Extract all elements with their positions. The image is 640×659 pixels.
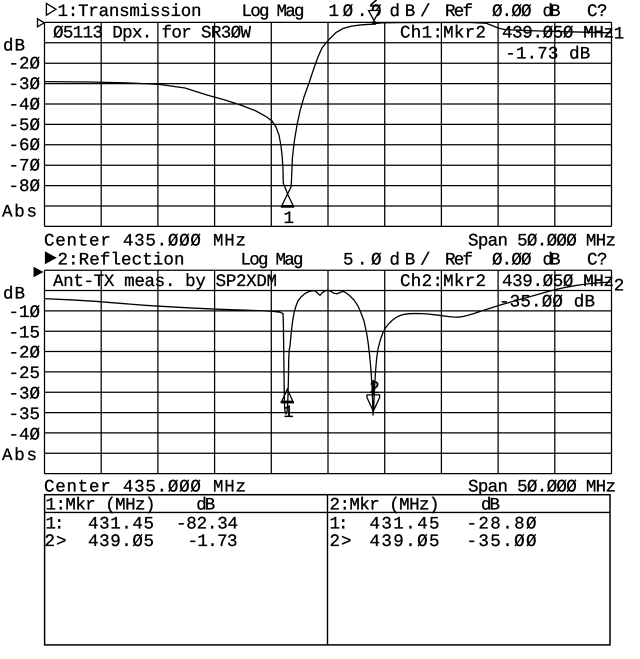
svg-text:2: 2 xyxy=(369,379,380,399)
svg-text:Ø.ØØ: Ø.ØØ xyxy=(492,251,532,271)
svg-text:C?: C? xyxy=(587,2,608,22)
svg-text:Ch2:Mkr2: Ch2:Mkr2 xyxy=(400,272,486,292)
svg-text:dB: dB xyxy=(196,496,215,516)
svg-text:dB/: dB/ xyxy=(390,251,431,271)
svg-text:Ant-TX meas. by SP2XDM: Ant-TX meas. by SP2XDM xyxy=(53,272,277,292)
svg-text:2>: 2> xyxy=(45,532,67,552)
svg-text:5.Ø: 5.Ø xyxy=(343,251,382,271)
svg-text:1: 1 xyxy=(614,25,625,45)
svg-text:439.Ø5Ø MHz: 439.Ø5Ø MHz xyxy=(502,24,614,44)
svg-text:Abs: Abs xyxy=(2,202,37,222)
svg-text:2:Reflection: 2:Reflection xyxy=(58,251,185,271)
svg-text:Span 5Ø.ØØØ MHz: Span 5Ø.ØØØ MHz xyxy=(468,231,616,251)
svg-text:Abs: Abs xyxy=(2,446,37,466)
svg-text:-8Ø: -8Ø xyxy=(9,177,41,197)
svg-text:Ø.ØØ: Ø.ØØ xyxy=(492,2,532,22)
svg-text:Log Mag: Log Mag xyxy=(241,251,304,271)
svg-text:-5Ø: -5Ø xyxy=(9,116,41,136)
svg-text:-1.73: -1.73 xyxy=(188,532,238,552)
svg-text:-3Ø: -3Ø xyxy=(9,385,41,405)
svg-text:431.45: 431.45 xyxy=(370,514,440,534)
svg-text:-82.34: -82.34 xyxy=(176,514,238,534)
svg-text:Center 435.ØØØ MHz: Center 435.ØØØ MHz xyxy=(44,231,246,251)
svg-text:dB: dB xyxy=(3,37,25,57)
svg-text:Span 5Ø.ØØØ MHz: Span 5Ø.ØØØ MHz xyxy=(468,477,616,497)
svg-text:-1.73 dB: -1.73 dB xyxy=(505,45,590,65)
svg-text:1:Transmission: 1:Transmission xyxy=(58,2,202,22)
svg-text:1: 1 xyxy=(284,209,295,229)
svg-text:-25: -25 xyxy=(9,364,41,384)
svg-text:431.45: 431.45 xyxy=(88,514,154,534)
svg-text:439.Ø5: 439.Ø5 xyxy=(88,532,154,552)
svg-text:2: 2 xyxy=(369,0,380,12)
svg-text:1: 1 xyxy=(283,403,294,423)
svg-text:439.Ø5Ø MHz: 439.Ø5Ø MHz xyxy=(502,272,614,292)
svg-text:-2Ø: -2Ø xyxy=(9,344,41,364)
svg-text:-35.ØØ dB: -35.ØØ dB xyxy=(499,292,595,312)
svg-text:-2Ø: -2Ø xyxy=(9,55,41,75)
svg-text:-35.ØØ: -35.ØØ xyxy=(467,532,537,552)
svg-text:1:Mkr (MHz): 1:Mkr (MHz) xyxy=(46,496,156,516)
svg-text:Log Mag: Log Mag xyxy=(242,2,305,22)
svg-text:Center 435.ØØØ MHz: Center 435.ØØØ MHz xyxy=(44,477,246,497)
svg-text:-3Ø: -3Ø xyxy=(9,75,41,95)
svg-text:-28.8Ø: -28.8Ø xyxy=(467,514,537,534)
svg-text:-7Ø: -7Ø xyxy=(9,157,41,177)
svg-text:dB/: dB/ xyxy=(390,2,431,22)
svg-text:2:Mkr (MHz): 2:Mkr (MHz) xyxy=(330,496,440,516)
svg-text:dB: dB xyxy=(481,496,500,516)
svg-text:2>: 2> xyxy=(330,532,352,552)
svg-text:-35: -35 xyxy=(9,405,41,425)
svg-text:-15: -15 xyxy=(9,323,41,343)
svg-text:dB: dB xyxy=(543,251,561,271)
svg-text:dB: dB xyxy=(543,2,561,22)
svg-text:Ref: Ref xyxy=(445,2,473,22)
svg-text:C?: C? xyxy=(587,251,608,271)
svg-text:-6Ø: -6Ø xyxy=(9,136,41,156)
svg-text:Ch1:Mkr2: Ch1:Mkr2 xyxy=(400,24,486,44)
svg-text:439.Ø5: 439.Ø5 xyxy=(370,532,440,552)
svg-text:dB: dB xyxy=(3,284,25,304)
svg-text:-4Ø: -4Ø xyxy=(9,425,41,445)
svg-text:Ref: Ref xyxy=(445,251,473,271)
svg-text:2: 2 xyxy=(614,277,625,297)
svg-text:-4Ø: -4Ø xyxy=(9,95,41,115)
svg-text:Ø5113 Dpx. for SR3ØW: Ø5113 Dpx. for SR3ØW xyxy=(53,24,251,44)
svg-text:-1Ø: -1Ø xyxy=(9,303,41,323)
svg-text:1:: 1: xyxy=(330,514,349,534)
svg-text:1:: 1: xyxy=(46,514,65,534)
